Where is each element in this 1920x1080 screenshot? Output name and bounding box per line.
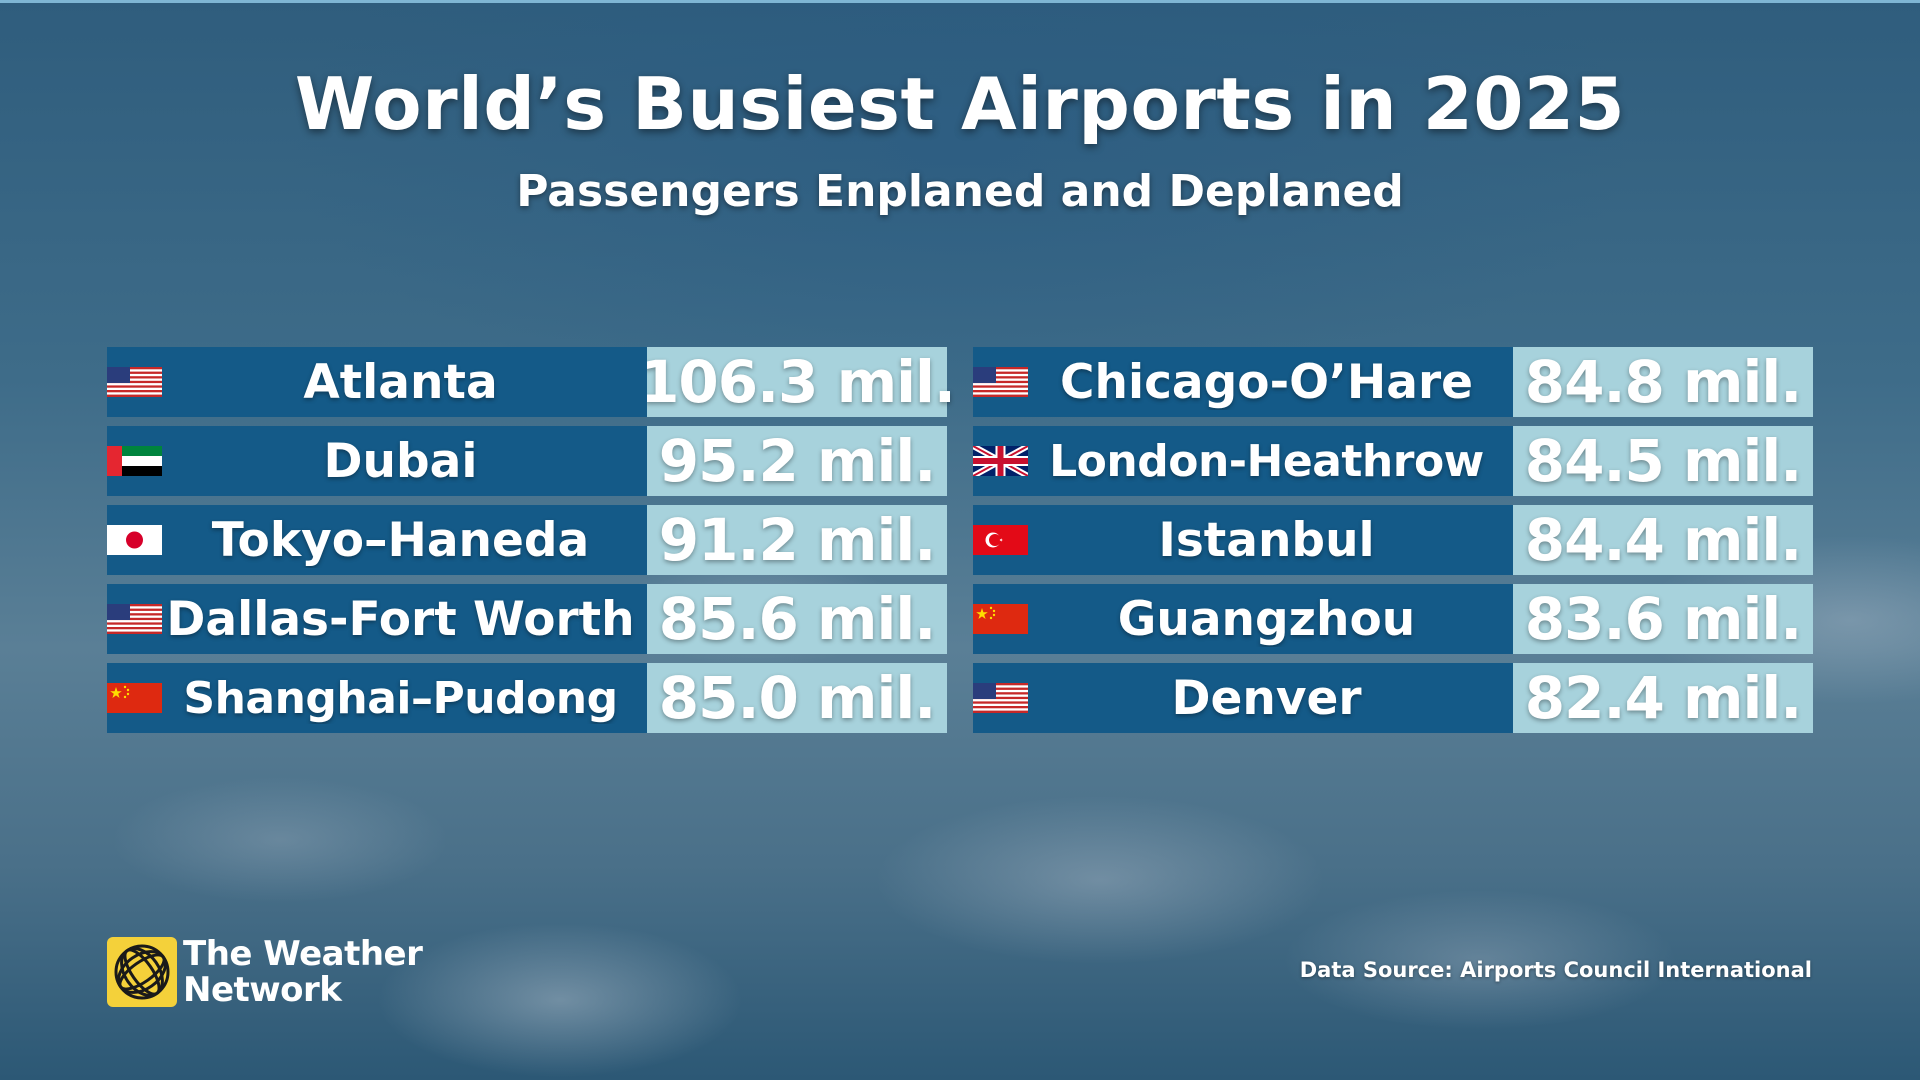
top-accent-line <box>0 0 1920 3</box>
table-row: Dubai 95.2 mil. <box>107 426 947 496</box>
passenger-value: 84.4 mil. <box>1513 505 1813 575</box>
table-row: Chicago-O’Hare 84.8 mil. <box>973 347 1813 417</box>
logo-line-1: The Weather <box>183 934 423 974</box>
city-cell: Tokyo–Haneda <box>107 505 647 575</box>
weather-network-logo: The Weather Network <box>107 934 423 1010</box>
passenger-value: 85.6 mil. <box>647 584 947 654</box>
city-name: Tokyo–Haneda <box>211 512 590 568</box>
city-cell: Dubai <box>107 426 647 496</box>
city-cell: Istanbul <box>973 505 1513 575</box>
table-row: Atlanta 106.3 mil. <box>107 347 956 417</box>
airports-table-right: Chicago-O’Hare 84.8 mil. London-Heathrow… <box>973 347 1813 742</box>
passenger-value: 84.8 mil. <box>1513 347 1813 417</box>
japan-flag-icon <box>107 525 162 555</box>
city-name: London-Heathrow <box>1049 435 1484 487</box>
page-title: World’s Busiest Airports in 2025 <box>294 62 1626 146</box>
table-row: Dallas-Fort Worth 85.6 mil. <box>107 584 947 654</box>
city-cell: Shanghai–Pudong <box>107 663 647 733</box>
page-subtitle: Passengers Enplaned and Deplaned <box>516 166 1404 217</box>
city-name: Atlanta <box>303 354 498 410</box>
city-cell: Guangzhou <box>973 584 1513 654</box>
city-cell: Atlanta <box>107 347 647 417</box>
logo-wordmark: The Weather Network <box>183 934 423 1010</box>
city-name: Shanghai–Pudong <box>183 672 618 724</box>
uae-flag-icon <box>107 446 162 476</box>
logo-line-2: Network <box>183 970 342 1010</box>
uk-flag-icon <box>973 446 1028 476</box>
airports-table-left: Atlanta 106.3 mil. Dubai 95.2 mil. Tokyo… <box>107 347 956 742</box>
city-name: Dallas-Fort Worth <box>166 591 635 647</box>
passenger-value: 106.3 mil. <box>639 347 956 417</box>
table-row: Istanbul 84.4 mil. <box>973 505 1813 575</box>
passenger-value: 95.2 mil. <box>647 426 947 496</box>
table-row: Guangzhou 83.6 mil. <box>973 584 1813 654</box>
passenger-value: 84.5 mil. <box>1513 426 1813 496</box>
passenger-value: 85.0 mil. <box>647 663 947 733</box>
data-source-note: Data Source: Airports Council Internatio… <box>1299 958 1812 982</box>
china-flag-icon <box>973 604 1028 634</box>
passenger-value: 83.6 mil. <box>1513 584 1813 654</box>
weather-network-globe-icon <box>107 937 177 1007</box>
china-flag-icon <box>107 683 162 713</box>
city-cell: Chicago-O’Hare <box>973 347 1513 417</box>
us-flag-icon <box>107 604 162 634</box>
city-name: Denver <box>1171 670 1362 726</box>
table-row: Tokyo–Haneda 91.2 mil. <box>107 505 947 575</box>
us-flag-icon <box>107 367 162 397</box>
city-name: Istanbul <box>1158 512 1375 568</box>
table-row: London-Heathrow 84.5 mil. <box>973 426 1813 496</box>
turkey-flag-icon <box>973 525 1028 555</box>
city-cell: Dallas-Fort Worth <box>107 584 647 654</box>
table-row: Shanghai–Pudong 85.0 mil. <box>107 663 947 733</box>
table-row: Denver 82.4 mil. <box>973 663 1813 733</box>
passenger-value: 82.4 mil. <box>1513 663 1813 733</box>
city-name: Dubai <box>323 433 478 489</box>
city-name: Chicago-O’Hare <box>1060 354 1473 410</box>
us-flag-icon <box>973 683 1028 713</box>
city-cell: London-Heathrow <box>973 426 1513 496</box>
city-name: Guangzhou <box>1117 591 1416 647</box>
us-flag-icon <box>973 367 1028 397</box>
city-cell: Denver <box>973 663 1513 733</box>
passenger-value: 91.2 mil. <box>647 505 947 575</box>
